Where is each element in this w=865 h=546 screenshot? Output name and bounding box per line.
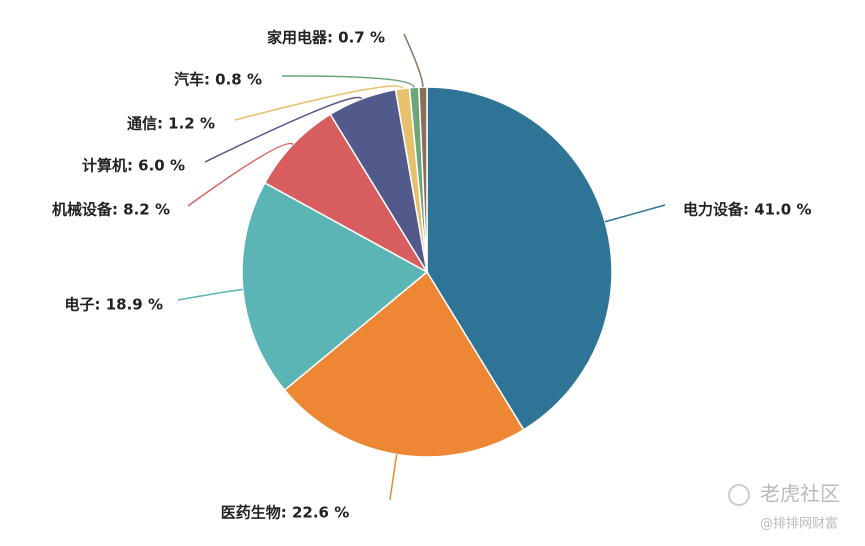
leader-line [234,85,404,121]
watermark-brand: 老虎社区 [760,482,840,506]
leader-line [187,142,294,207]
data-label: 电子: 18.9 % [65,296,163,314]
leader-line [281,75,415,88]
data-label: 机械设备: 8.2 % [52,201,170,219]
pie-slice [263,113,430,275]
watermark: 老虎社区 @排排网财富 [728,482,840,532]
data-label: 电力设备: 41.0 % [683,201,811,219]
leader-line [403,33,424,88]
leader-line [177,288,243,301]
pie-slice [418,86,428,273]
data-label: 医药生物: 22.6 % [221,504,349,522]
watermark-source: @排排网财富 [760,516,838,532]
pie-slice [426,86,613,431]
leader-line [604,204,666,223]
watermark-icon [728,484,750,506]
data-label: 计算机: 6.0 % [82,157,185,175]
data-label: 家用电器: 0.7 % [267,29,385,47]
leader-line [389,454,398,501]
leader-line [204,96,363,163]
data-label: 汽车: 0.8 % [174,71,262,89]
data-label: 通信: 1.2 % [127,115,215,133]
